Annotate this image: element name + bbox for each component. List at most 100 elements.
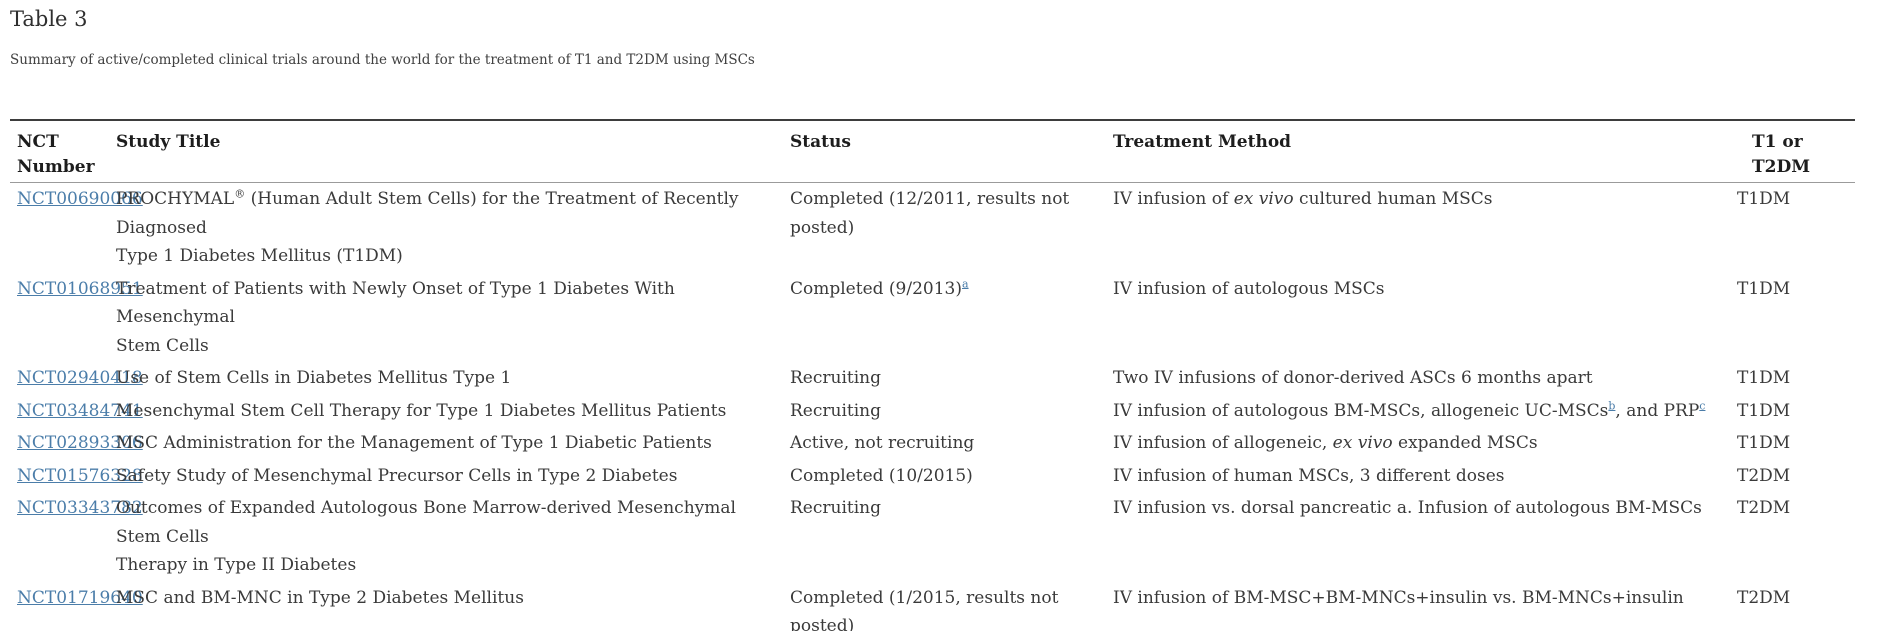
status-cell: Recruiting: [790, 395, 1113, 428]
table-label: Table 3: [10, 7, 88, 31]
treatment-cell: IV infusion of human MSCs, 3 different d…: [1113, 460, 1737, 493]
study-title-cell: Safety Study of Mesenchymal Precursor Ce…: [116, 460, 790, 493]
status-cell: Active, not recruiting: [790, 427, 1113, 460]
table-row: NCT03484741 Mesenchymal Stem Cell Therapy…: [10, 395, 1855, 428]
text-segment: Treatment of Patients with Newly Onset o…: [116, 278, 675, 356]
dm-type-cell: T1DM: [1737, 368, 1791, 388]
text-segment: IV infusion of BM-MSC+BM-MNCs+insulin vs…: [1113, 587, 1684, 608]
text-segment: MSC Administration for the Management of…: [116, 433, 712, 453]
column-header-study-title: Study Title: [116, 132, 221, 152]
footnote-link[interactable]: a: [962, 276, 969, 290]
study-title-cell: Treatment of Patients with Newly Onset o…: [116, 273, 790, 363]
nct-link[interactable]: NCT01068951: [17, 278, 143, 299]
nct-cell: NCT01068951: [10, 273, 143, 363]
treatment-cell: Two IV infusions of donor-derived ASCs 6…: [1113, 362, 1737, 395]
dm-type-cell: T2DM: [1737, 465, 1791, 486]
text-segment: cultured human MSCs: [1293, 189, 1493, 209]
text-segment: ex vivo: [1233, 189, 1294, 209]
column-header-t1-or-t2dm-text: T1 or T2DM: [1752, 132, 1811, 177]
dm-type-cell: T1DM: [1737, 278, 1791, 299]
nct-cell: NCT00690066: [10, 183, 143, 273]
nct-link[interactable]: NCT02940418: [17, 368, 143, 388]
text-segment: Recruiting: [790, 498, 881, 518]
status-cell: Completed (9/2013)a: [790, 273, 1113, 363]
footnote-link[interactable]: b: [1608, 398, 1616, 412]
text-segment: expanded MSCs: [1392, 433, 1538, 453]
nct-cell: NCT01576328: [10, 460, 143, 493]
text-segment: Safety Study of Mesenchymal Precursor Ce…: [116, 465, 678, 486]
text-segment: Outcomes of Expanded Autologous Bone Mar…: [116, 498, 736, 575]
table-caption: Summary of active/completed clinical tri…: [10, 52, 755, 68]
nct-link[interactable]: NCT03343782: [17, 498, 143, 518]
nct-cell: NCT02940418: [10, 362, 143, 395]
dm-type-cell: T1DM: [1737, 433, 1791, 453]
text-segment: Completed (12/2011, results not posted): [790, 189, 1070, 238]
text-segment: Use of Stem Cells in Diabetes Mellitus T…: [116, 368, 512, 388]
status-cell: Recruiting: [790, 492, 1113, 582]
text-segment: Active, not recruiting: [790, 433, 975, 453]
text-segment: Recruiting: [790, 400, 881, 421]
nct-cell: NCT03484741: [10, 395, 143, 428]
superscript: ®: [234, 187, 246, 201]
nct-link[interactable]: NCT02893306: [17, 433, 143, 453]
text-segment: IV infusion of: [1113, 189, 1234, 209]
study-title-cell: MSC Administration for the Management of…: [116, 427, 790, 460]
text-segment: IV infusion of allogeneic,: [1113, 433, 1333, 453]
status-cell: Completed (12/2011, results not posted): [790, 183, 1113, 273]
text-segment: Two IV infusions of donor-derived ASCs 6…: [1113, 368, 1593, 388]
table-body: NCT00690066 PROCHYMAL® (Human Adult Stem …: [10, 183, 1855, 631]
table-row: NCT01719640 MSC and BM-MNC in Type 2 Diab…: [10, 582, 1855, 631]
column-header-nct-number: NCT Number: [17, 132, 95, 177]
table-row: NCT01576328 Safety Study of Mesenchymal P…: [10, 460, 1855, 493]
clinical-trials-table: NCT Number Study Title Status Treatment …: [10, 119, 1855, 631]
study-title-cell: Mesenchymal Stem Cell Therapy for Type 1…: [116, 395, 790, 428]
column-header-t1-or-t2dm: T1 or T2DM: [1737, 120, 1855, 183]
column-header-status: Status: [790, 132, 851, 152]
text-segment: IV infusion of autologous MSCs: [1113, 278, 1385, 299]
text-segment: MSC and BM-MNC in Type 2 Diabetes Mellit…: [116, 587, 524, 608]
text-segment: PROCHYMAL: [116, 189, 235, 209]
text-segment: IV infusion of human MSCs, 3 different d…: [1113, 465, 1505, 486]
nct-link[interactable]: NCT01576328: [17, 465, 143, 486]
table-row: NCT02893306 MSC Administration for the Ma…: [10, 427, 1855, 460]
study-title-cell: Use of Stem Cells in Diabetes Mellitus T…: [116, 362, 790, 395]
dm-type-cell: T1DM: [1737, 189, 1791, 209]
text-segment: (Human Adult Stem Cells) for the Treatme…: [116, 189, 739, 266]
study-title-cell: PROCHYMAL® (Human Adult Stem Cells) for …: [116, 183, 790, 273]
nct-cell: NCT01719640: [10, 582, 143, 631]
dm-type-cell: T2DM: [1737, 587, 1791, 608]
footnote-link[interactable]: c: [1699, 398, 1706, 412]
nct-link[interactable]: NCT01719640: [17, 587, 143, 608]
treatment-cell: IV infusion vs. dorsal pancreatic a. Inf…: [1113, 492, 1737, 582]
text-segment: Mesenchymal Stem Cell Therapy for Type 1…: [116, 400, 727, 421]
dm-type-cell: T2DM: [1737, 498, 1791, 518]
text-segment: IV infusion vs. dorsal pancreatic a. Inf…: [1113, 498, 1702, 518]
table-row: NCT00690066 PROCHYMAL® (Human Adult Stem …: [10, 183, 1855, 273]
treatment-cell: IV infusion of autologous MSCs: [1113, 273, 1737, 363]
text-segment: Completed (1/2015, results not posted): [790, 587, 1059, 631]
table-header: NCT Number Study Title Status Treatment …: [10, 120, 1855, 183]
treatment-cell: IV infusion of BM-MSC+BM-MNCs+insulin vs…: [1113, 582, 1737, 631]
text-segment: Recruiting: [790, 368, 881, 388]
table-row: NCT02940418 Use of Stem Cells in Diabetes…: [10, 362, 1855, 395]
dm-type-cell: T1DM: [1737, 400, 1791, 421]
column-header-treatment-method: Treatment Method: [1113, 132, 1292, 152]
treatment-cell: IV infusion of ex vivo cultured human MS…: [1113, 183, 1737, 273]
status-cell: Completed (1/2015, results not posted): [790, 582, 1113, 631]
text-segment: , and PRP: [1615, 400, 1700, 421]
text-segment: Completed (9/2013): [790, 278, 962, 299]
treatment-cell: IV infusion of allogeneic, ex vivo expan…: [1113, 427, 1737, 460]
text-segment: ex vivo: [1332, 433, 1393, 453]
nct-link[interactable]: NCT00690066: [17, 189, 143, 209]
nct-cell: NCT02893306: [10, 427, 143, 460]
table-row: NCT01068951 Treatment of Patients with Ne…: [10, 273, 1855, 363]
table-row: NCT03343782 Outcomes of Expanded Autologo…: [10, 492, 1855, 582]
header-row: NCT Number Study Title Status Treatment …: [10, 120, 1855, 183]
study-title-cell: Outcomes of Expanded Autologous Bone Mar…: [116, 492, 790, 582]
treatment-cell: IV infusion of autologous BM-MSCs, allog…: [1113, 395, 1737, 428]
study-title-cell: MSC and BM-MNC in Type 2 Diabetes Mellit…: [116, 582, 790, 631]
nct-link[interactable]: NCT03484741: [17, 400, 143, 421]
status-cell: Recruiting: [790, 362, 1113, 395]
nct-cell: NCT03343782: [10, 492, 143, 582]
